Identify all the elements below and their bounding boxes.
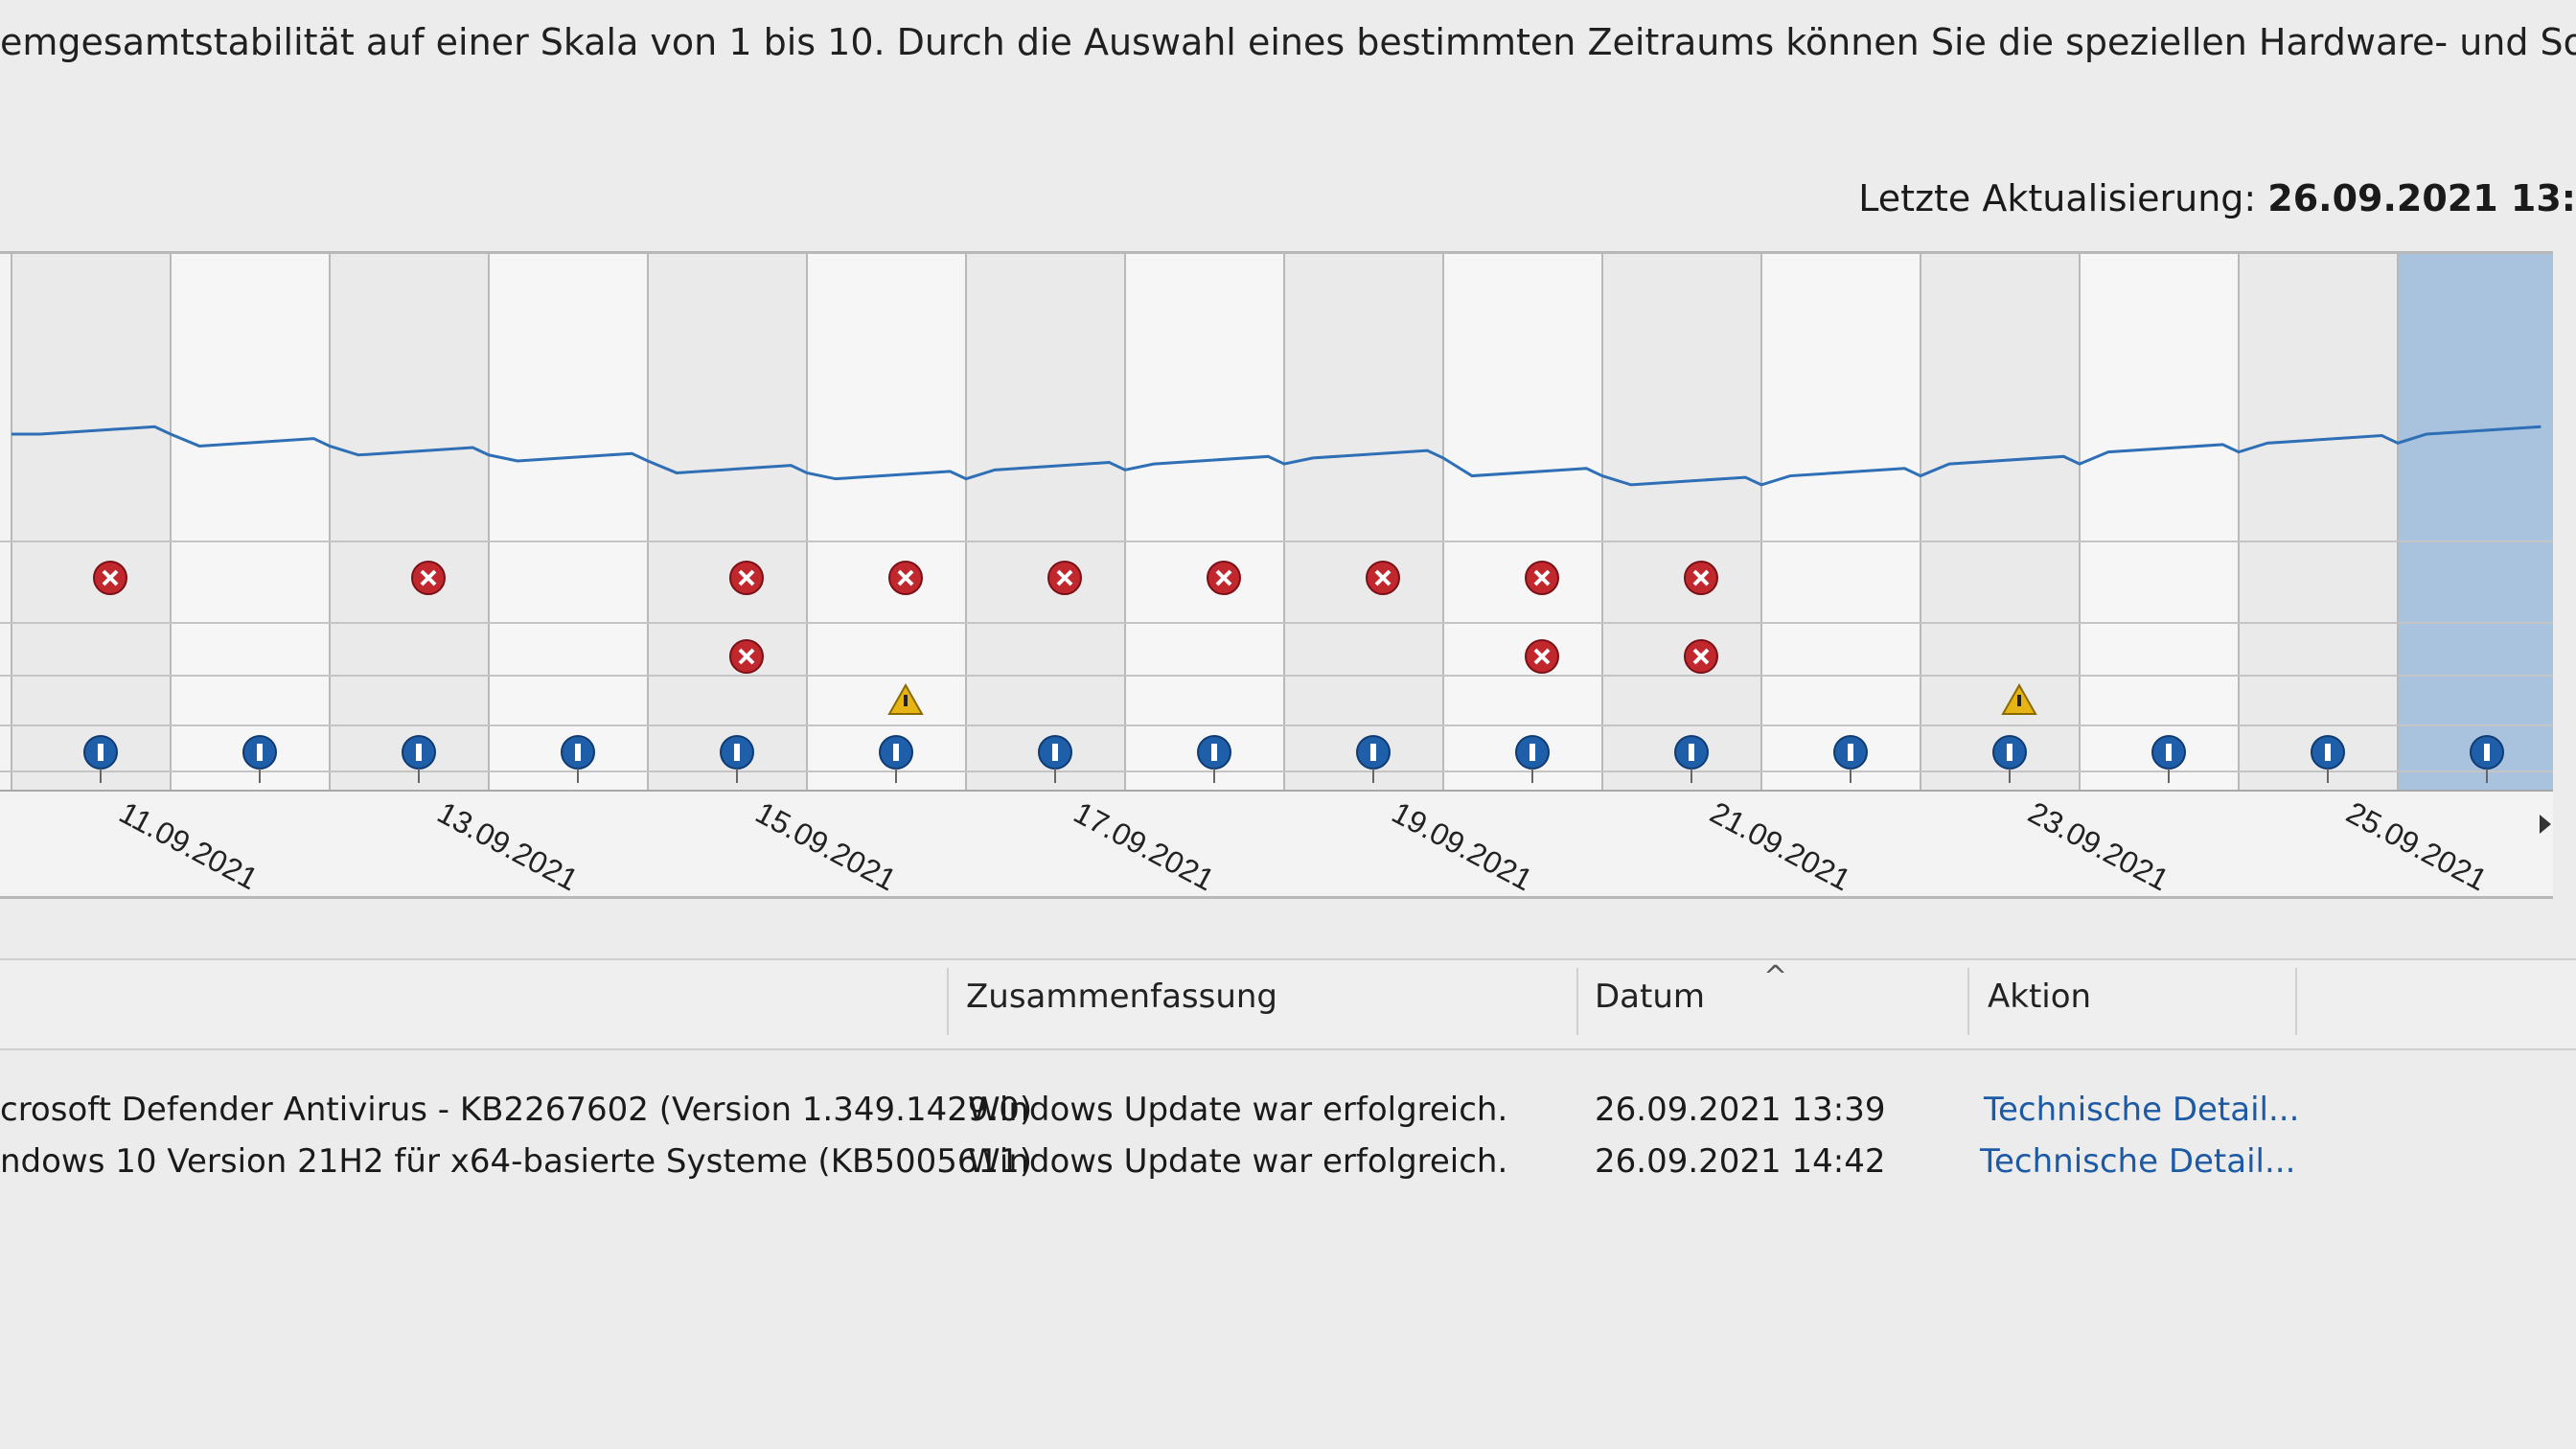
table-row[interactable]: ndows 10 Version 21H2 für x64-basierte S… bbox=[0, 1142, 2576, 1194]
info-mark bbox=[1530, 744, 1535, 761]
description-text: emgesamtstabilität auf einer Skala von 1… bbox=[0, 21, 2576, 63]
header-date[interactable]: Datum bbox=[1595, 978, 1706, 1016]
row-summary: Windows Update war erfolgreich. bbox=[968, 1091, 1508, 1129]
error-cross-mark bbox=[738, 648, 755, 665]
date-label: 23.09.2021 bbox=[2023, 794, 2174, 896]
sort-ascending-icon[interactable]: ^ bbox=[1763, 960, 1788, 994]
info-mark bbox=[2007, 744, 2012, 761]
error-cross-mark bbox=[1215, 569, 1232, 586]
date-label: 13.09.2021 bbox=[432, 794, 584, 896]
info-mark bbox=[575, 744, 581, 761]
info-mark bbox=[893, 744, 899, 761]
day-column[interactable] bbox=[2080, 254, 2239, 791]
error-cross-mark bbox=[1374, 569, 1392, 586]
row-source: crosoft Defender Antivirus - KB2267602 (… bbox=[0, 1091, 1033, 1129]
date-label: 15.09.2021 bbox=[750, 794, 902, 896]
info-mark bbox=[1052, 744, 1058, 761]
column-divider[interactable] bbox=[2295, 968, 2297, 1035]
date-label: 11.09.2021 bbox=[114, 794, 264, 896]
reliability-chart[interactable]: 11.09.2021 13.09.2021 15.09.2021 17.09.2021… bbox=[0, 251, 2553, 899]
error-cross-mark bbox=[1056, 569, 1073, 586]
info-mark bbox=[98, 744, 104, 761]
row-source: ndows 10 Version 21H2 für x64-basierte S… bbox=[0, 1142, 1033, 1181]
column-divider[interactable] bbox=[1576, 968, 1578, 1035]
info-mark bbox=[734, 744, 740, 761]
column-divider[interactable] bbox=[947, 968, 949, 1035]
date-label: 25.09.2021 bbox=[2341, 794, 2493, 896]
header-summary[interactable]: Zusammenfassung bbox=[966, 978, 1278, 1016]
day-column[interactable] bbox=[2239, 254, 2398, 791]
day-column[interactable] bbox=[1761, 254, 1920, 791]
error-cross-mark bbox=[1692, 648, 1710, 665]
date-label: 19.09.2021 bbox=[1387, 794, 1538, 896]
day-column[interactable] bbox=[330, 254, 489, 791]
info-mark bbox=[416, 744, 422, 761]
error-cross-mark bbox=[1533, 648, 1551, 665]
warning-mark bbox=[904, 695, 908, 706]
table-row[interactable]: crosoft Defender Antivirus - KB2267602 (… bbox=[0, 1091, 2576, 1142]
day-column[interactable] bbox=[1125, 254, 1284, 791]
day-column[interactable] bbox=[171, 254, 330, 791]
last-update: Letzte Aktualisierung: 26.09.2021 13: bbox=[1858, 177, 2576, 219]
error-cross-mark bbox=[1533, 569, 1551, 586]
day-column[interactable] bbox=[966, 254, 1125, 791]
day-column[interactable] bbox=[1920, 254, 2080, 791]
info-mark bbox=[2484, 744, 2490, 761]
day-column[interactable] bbox=[1284, 254, 1443, 791]
info-mark bbox=[1370, 744, 1376, 761]
info-mark bbox=[1211, 744, 1217, 761]
info-mark bbox=[1689, 744, 1694, 761]
header-action[interactable]: Aktion bbox=[1988, 978, 2092, 1016]
date-label: 17.09.2021 bbox=[1069, 794, 1220, 896]
day-column[interactable] bbox=[1443, 254, 1602, 791]
last-update-value: 26.09.2021 13: bbox=[2267, 177, 2576, 219]
table-header: Zusammenfassung Datum Aktion bbox=[0, 958, 2576, 1050]
row-date: 26.09.2021 13:39 bbox=[1595, 1091, 1886, 1129]
row-summary: Windows Update war erfolgreich. bbox=[968, 1142, 1508, 1181]
day-column[interactable] bbox=[2398, 254, 2553, 791]
technical-details-link[interactable]: Technische Detail... bbox=[1984, 1091, 2300, 1129]
info-mark bbox=[2325, 744, 2331, 761]
info-mark bbox=[257, 744, 263, 761]
scroll-right-arrow-icon[interactable] bbox=[2540, 815, 2551, 834]
error-cross-mark bbox=[102, 569, 119, 586]
day-column[interactable] bbox=[648, 254, 807, 791]
day-column[interactable] bbox=[489, 254, 648, 791]
error-cross-mark bbox=[420, 569, 437, 586]
error-cross-mark bbox=[738, 569, 755, 586]
reliability-chart-svg[interactable]: 11.09.2021 13.09.2021 15.09.2021 17.09.2021… bbox=[0, 254, 2553, 896]
error-cross-mark bbox=[1692, 569, 1710, 586]
day-column[interactable] bbox=[12, 254, 171, 791]
column-divider[interactable] bbox=[1967, 968, 1969, 1035]
date-label: 21.09.2021 bbox=[1705, 794, 1856, 896]
row-date: 26.09.2021 14:42 bbox=[1595, 1142, 1886, 1181]
warning-mark bbox=[2017, 695, 2021, 706]
stability-index-line bbox=[12, 425, 2542, 487]
day-column[interactable] bbox=[807, 254, 966, 791]
technical-details-link[interactable]: Technische Detail... bbox=[1980, 1142, 2296, 1181]
last-update-label: Letzte Aktualisierung: bbox=[1858, 177, 2257, 219]
info-mark bbox=[1848, 744, 1853, 761]
info-mark bbox=[2166, 744, 2172, 761]
day-column[interactable] bbox=[1602, 254, 1761, 791]
error-cross-mark bbox=[897, 569, 914, 586]
